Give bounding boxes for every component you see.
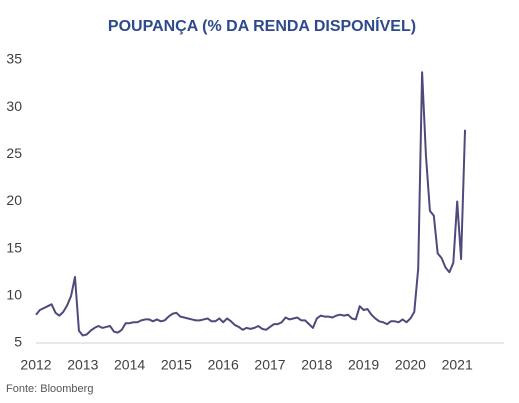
y-tick-label: 30 (6, 98, 22, 114)
y-tick-label: 10 (6, 287, 22, 303)
y-tick-label: 15 (6, 239, 22, 255)
x-tick-label: 2018 (301, 357, 332, 373)
x-tick-label: 2020 (395, 357, 426, 373)
x-tick-label: 2013 (67, 357, 98, 373)
source-note: Fonte: Bloomberg (6, 383, 93, 395)
y-tick-label: 35 (6, 51, 22, 67)
y-tick-label: 25 (6, 145, 22, 161)
chart-title: POUPANÇA (% DA RENDA DISPONÍVEL) (108, 16, 416, 35)
x-tick-label: 2016 (208, 357, 239, 373)
y-tick-label: 20 (6, 192, 22, 208)
data-line (35, 71, 467, 337)
x-tick-label: 2014 (114, 357, 145, 373)
x-tick-label: 2017 (254, 357, 285, 373)
x-tick-label: 2019 (348, 357, 379, 373)
x-tick-label: 2012 (20, 357, 51, 373)
x-tick-label: 2021 (442, 357, 473, 373)
y-tick-label: 5 (14, 334, 22, 350)
x-tick-label: 2015 (161, 357, 192, 373)
